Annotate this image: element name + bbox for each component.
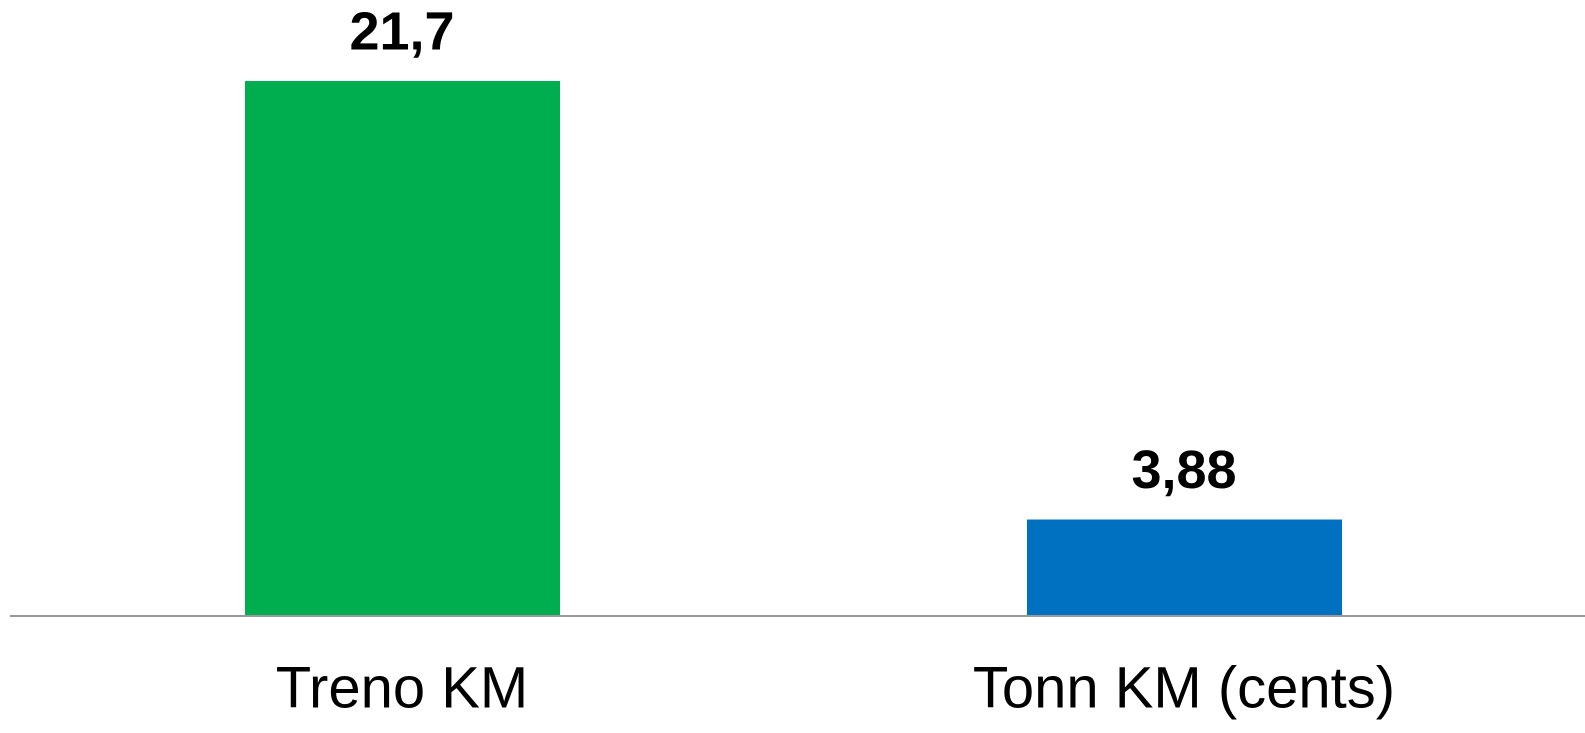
bar — [245, 81, 560, 615]
value-label: 21,7 — [349, 1, 454, 61]
value-label: 3,88 — [1131, 440, 1236, 500]
bar — [1027, 519, 1342, 615]
category-label: Tonn KM (cents) — [973, 655, 1395, 720]
category-label: Treno KM — [276, 655, 528, 720]
